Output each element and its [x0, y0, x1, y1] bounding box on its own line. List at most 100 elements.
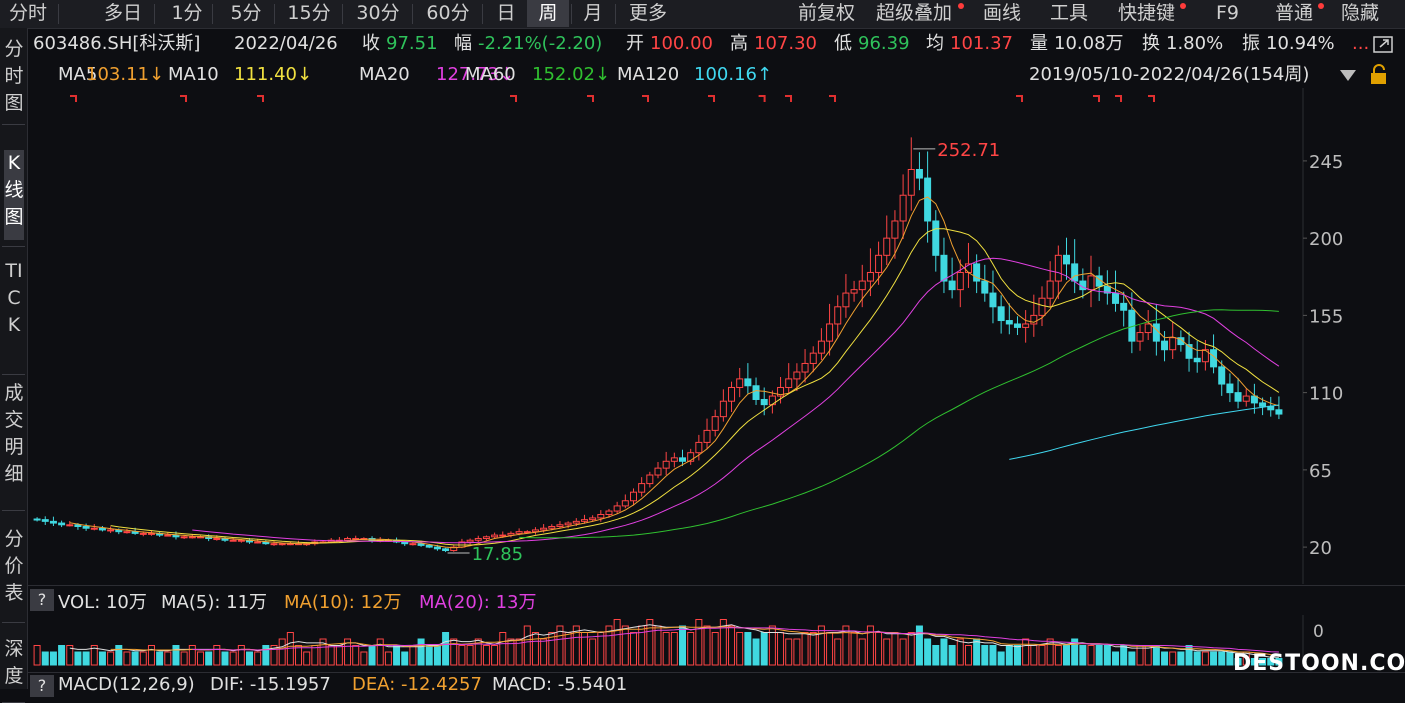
toolbar-item-1[interactable]: 超级叠加 [876, 2, 953, 24]
toolbar-item-5[interactable]: F9 [1216, 2, 1240, 24]
period-tab-4[interactable]: 15分 [287, 2, 331, 24]
toolbar-item-2[interactable]: 画线 [983, 2, 1022, 24]
candle-body [49, 520, 57, 524]
period-tab-1[interactable]: 多日 [103, 2, 142, 24]
left-tab-0[interactable]: 分时图 [4, 38, 24, 114]
left-tab-2[interactable]: TICK [5, 260, 23, 336]
event-flag-icon[interactable] [1093, 95, 1100, 102]
period-tab-6[interactable]: 60分 [426, 2, 470, 24]
event-flag-icon[interactable] [180, 95, 187, 102]
event-flag-icon[interactable] [510, 95, 517, 102]
event-flag-icon[interactable] [257, 95, 264, 102]
candle-body [1169, 337, 1177, 351]
candle-body [1071, 263, 1079, 282]
candle-body [629, 491, 637, 502]
event-flag-icon[interactable] [1115, 95, 1122, 102]
event-flag-icon[interactable] [708, 95, 715, 102]
candle-body [809, 352, 817, 364]
volume-bar [1210, 651, 1218, 666]
toolbar-item-4[interactable]: 快捷键 [1118, 2, 1176, 24]
event-flag-icon[interactable] [642, 95, 649, 102]
volume-bar [1169, 651, 1177, 666]
event-flag-icon[interactable] [1148, 95, 1155, 102]
volume-bar [768, 625, 776, 666]
candle-body [646, 474, 654, 485]
left-tab-5[interactable]: 深度 [4, 638, 24, 687]
toolbar-item-0[interactable]: 前复权 [798, 2, 856, 24]
event-flag-icon[interactable] [1016, 95, 1023, 102]
period-tab-2[interactable]: 1分 [171, 2, 203, 24]
toolbar-item-3[interactable]: 工具 [1050, 2, 1089, 24]
volume-help-button[interactable]: ? [30, 589, 54, 611]
period-tab-10[interactable]: 更多 [628, 2, 667, 24]
volume-bar [1234, 658, 1242, 666]
volume-panel-header [28, 585, 1405, 616]
volume-bar [964, 645, 972, 666]
candle-body [801, 362, 809, 373]
period-tab-9[interactable]: 月 [583, 2, 603, 24]
volume-bar [785, 638, 793, 666]
watermark: DESTOON.COM [1233, 651, 1405, 676]
event-flag-icon[interactable] [758, 95, 766, 102]
candle-body [213, 538, 221, 541]
candle-body [842, 292, 850, 308]
event-flag-icon[interactable] [587, 95, 594, 102]
volume-bar [278, 638, 286, 666]
candle-body [515, 531, 523, 534]
volume-bar [556, 625, 564, 666]
candle-body [270, 543, 278, 546]
quote-date: 2022/04/26 [234, 33, 338, 54]
volume-bar [229, 651, 237, 666]
volume-bar [107, 651, 115, 666]
candle-body [466, 539, 474, 543]
candle-body [1210, 349, 1218, 368]
macd-panel-header [28, 672, 1405, 690]
candle-body [989, 292, 997, 308]
ma-label-1: MA10 [168, 64, 219, 85]
candle-body [793, 371, 801, 380]
volume-bar [319, 638, 327, 666]
candle-body [981, 280, 989, 294]
candle-body [164, 534, 172, 537]
candle-body [33, 518, 41, 521]
volume-bar [196, 651, 204, 666]
more-info[interactable]: ... [1352, 33, 1370, 54]
event-flag-icon[interactable] [829, 95, 836, 102]
volume-bar [1087, 645, 1095, 666]
volume-bar [932, 645, 940, 666]
left-tab-1[interactable]: K线图 [4, 150, 24, 240]
volume-bar [1071, 638, 1079, 666]
volume-legend-item-2: MA(10): 12万 [284, 592, 402, 613]
toolbar-item-7[interactable]: 隐藏 [1341, 2, 1380, 24]
event-flag-icon[interactable] [70, 95, 77, 102]
volume-bar [940, 638, 948, 666]
period-tab-8[interactable]: 周 [527, 0, 569, 27]
lock-icon[interactable] [1368, 64, 1390, 86]
date-range-label[interactable]: 2019/05/10-2022/04/26(154周) [1029, 64, 1310, 85]
candle-body [98, 527, 106, 531]
ma-value-3: 152.02↓ [532, 64, 611, 85]
range-dropdown-icon[interactable] [1338, 66, 1358, 84]
toolbar-item-6[interactable]: 普通 [1275, 2, 1314, 24]
period-tab-0[interactable]: 分时 [8, 2, 47, 24]
volume-bar [303, 651, 311, 666]
ma10-line [110, 228, 1280, 546]
macd-help-button[interactable]: ? [30, 675, 54, 697]
candle-body [499, 534, 507, 537]
volume-bar [1030, 645, 1038, 666]
volume-bar [409, 645, 417, 666]
volume-bar [662, 632, 670, 666]
period-tab-7[interactable]: 日 [496, 2, 516, 24]
volume-bar [1275, 658, 1283, 666]
period-tab-3[interactable]: 5分 [230, 2, 262, 24]
expand-icon[interactable] [1372, 34, 1396, 56]
left-tab-3[interactable]: 成交明细 [4, 382, 24, 485]
candle-body [605, 510, 613, 515]
event-flag-icon[interactable] [785, 95, 792, 102]
candlestick-chart[interactable]: 20 65 110 155 200 245 252.71 17.85 [28, 88, 1405, 584]
volume-bar [327, 645, 335, 666]
volume-chart[interactable]: 0 [28, 615, 1405, 667]
left-tab-4[interactable]: 分价表 [4, 528, 24, 604]
period-tab-5[interactable]: 30分 [356, 2, 400, 24]
volume-bar [875, 632, 883, 666]
